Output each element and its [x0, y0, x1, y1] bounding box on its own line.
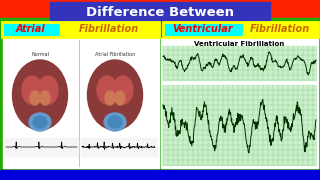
- Bar: [161, 38, 318, 168]
- Text: Fibrillation: Fibrillation: [79, 24, 139, 35]
- Bar: [60, 22, 159, 37]
- Bar: [2, 22, 159, 37]
- Ellipse shape: [30, 91, 40, 105]
- Text: Atrial Fibrillation: Atrial Fibrillation: [95, 51, 135, 57]
- Ellipse shape: [113, 76, 133, 104]
- Ellipse shape: [87, 60, 142, 130]
- Bar: [243, 22, 318, 37]
- Text: Fibrillation: Fibrillation: [250, 24, 310, 35]
- Bar: [0, 18, 320, 170]
- Text: Ventricular: Ventricular: [173, 24, 233, 35]
- Bar: [5, 138, 78, 156]
- Ellipse shape: [40, 91, 50, 105]
- Ellipse shape: [108, 116, 122, 128]
- Text: Ventricular Fibrillation: Ventricular Fibrillation: [194, 41, 284, 47]
- Bar: [81, 138, 157, 156]
- Bar: [163, 85, 316, 165]
- Ellipse shape: [12, 60, 68, 130]
- Bar: [3, 38, 159, 168]
- Bar: [0, 170, 320, 180]
- Ellipse shape: [105, 91, 115, 105]
- Ellipse shape: [97, 76, 117, 104]
- Text: Difference Between: Difference Between: [86, 6, 234, 19]
- Ellipse shape: [33, 116, 47, 128]
- Bar: [163, 46, 316, 80]
- Bar: [163, 22, 318, 37]
- Bar: [2, 22, 159, 37]
- Ellipse shape: [104, 113, 126, 131]
- Ellipse shape: [29, 113, 51, 131]
- Text: Normal: Normal: [31, 51, 49, 57]
- Text: Atrial: Atrial: [16, 24, 46, 35]
- Ellipse shape: [22, 76, 42, 104]
- Ellipse shape: [38, 76, 58, 104]
- Bar: [50, 2, 270, 22]
- Bar: [163, 22, 318, 37]
- Ellipse shape: [115, 91, 125, 105]
